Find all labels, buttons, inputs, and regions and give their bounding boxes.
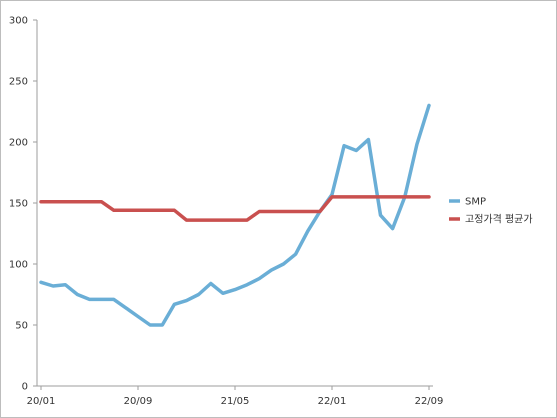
y-tick-label: 250 xyxy=(9,77,28,88)
x-tick-label: 20/09 xyxy=(124,396,153,407)
legend: SMP 고정가격 평균가 xyxy=(449,197,533,226)
y-tick-label: 300 xyxy=(9,16,28,27)
series-line-0 xyxy=(39,103,431,327)
y-tick-label: 0 xyxy=(22,382,28,393)
y-axis: 0 50 100 150 200 250 300 xyxy=(9,16,38,393)
series-line-1 xyxy=(39,195,431,222)
y-tick-label: 100 xyxy=(9,260,28,271)
x-tick-label: 22/09 xyxy=(415,396,444,407)
y-tick-label: 150 xyxy=(9,199,28,210)
y-tick-label: 200 xyxy=(9,138,28,149)
legend-label-0: SMP xyxy=(465,197,486,208)
y-tick-label: 50 xyxy=(15,321,28,332)
x-axis: 20/01 20/09 21/05 22/01 22/09 xyxy=(27,385,444,407)
legend-label-1: 고정가격 평균가 xyxy=(465,213,533,226)
series-lines xyxy=(39,103,431,327)
x-tick-label: 22/01 xyxy=(318,396,347,407)
x-tick-label: 21/05 xyxy=(221,396,250,407)
x-tick-label: 20/01 xyxy=(27,396,56,407)
